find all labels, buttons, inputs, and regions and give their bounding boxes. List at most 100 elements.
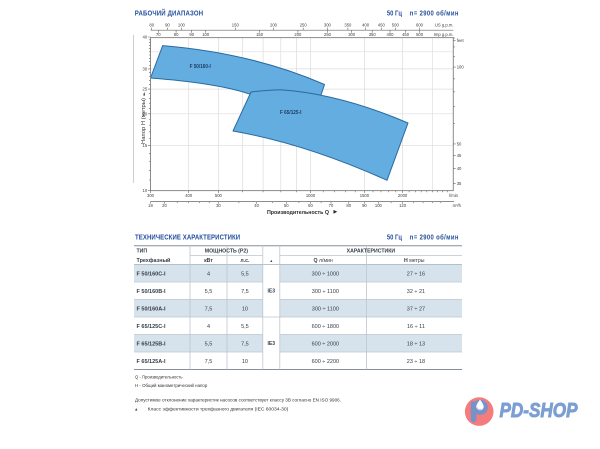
svg-text:40: 40 [254, 203, 259, 208]
svg-text:150: 150 [256, 32, 264, 37]
svg-text:80: 80 [174, 32, 179, 37]
svg-text:600 ÷ 2200: 600 ÷ 2200 [312, 359, 340, 365]
svg-text:400: 400 [387, 32, 395, 37]
svg-text:10: 10 [242, 306, 248, 312]
svg-text:300: 300 [147, 193, 155, 198]
svg-text:100: 100 [202, 32, 210, 37]
svg-text:150: 150 [232, 23, 240, 28]
svg-text:50: 50 [284, 203, 289, 208]
svg-text:4: 4 [207, 271, 210, 277]
svg-text:80: 80 [149, 23, 154, 28]
svg-text:32 ÷ 21: 32 ÷ 21 [407, 289, 425, 295]
svg-text:feet: feet [457, 38, 465, 43]
svg-text:300 ÷ 1000: 300 ÷ 1000 [312, 271, 340, 277]
svg-text:Imp g.p.m.: Imp g.p.m. [434, 32, 454, 37]
svg-text:5,5: 5,5 [241, 324, 249, 330]
svg-text:ХАРАКТЕРИСТИКИ: ХАРАКТЕРИСТИКИ [347, 249, 396, 255]
svg-text:2000: 2000 [398, 193, 408, 198]
svg-text:18: 18 [148, 203, 153, 208]
svg-text:20: 20 [143, 111, 148, 116]
svg-text:90: 90 [165, 23, 170, 28]
svg-text:100: 100 [375, 203, 383, 208]
svg-text:50 Гц: 50 Гц [387, 234, 402, 242]
svg-text:40: 40 [457, 166, 462, 171]
svg-text:Допустимое отклонение характер: Допустимое отклонение характеристик насо… [135, 397, 341, 402]
svg-text:1000: 1000 [306, 193, 316, 198]
svg-text:400: 400 [185, 193, 193, 198]
svg-text:л.с.: л.с. [240, 258, 250, 264]
svg-text:80: 80 [346, 203, 351, 208]
svg-text:90: 90 [189, 32, 194, 37]
svg-text:300 ÷ 1100: 300 ÷ 1100 [312, 306, 339, 312]
svg-text:РАБОЧИЙ ДИАПАЗОН: РАБОЧИЙ ДИАПАЗОН [135, 8, 203, 18]
svg-text:7,5: 7,5 [205, 306, 213, 312]
svg-text:45: 45 [457, 153, 462, 158]
svg-text:7,5: 7,5 [205, 359, 213, 365]
svg-text:450: 450 [402, 32, 410, 37]
svg-text:F 65/125A-I: F 65/125A-I [137, 359, 167, 365]
svg-text:n= 2900 об/мин: n= 2900 об/мин [410, 233, 459, 242]
svg-text:50: 50 [457, 141, 462, 146]
svg-text:F 50/160A-I: F 50/160A-I [137, 306, 167, 312]
svg-text:▲: ▲ [134, 407, 138, 412]
svg-text:100: 100 [457, 65, 465, 70]
svg-text:500: 500 [416, 32, 424, 37]
svg-text:PD-SHOP: PD-SHOP [500, 400, 579, 422]
svg-text:F 65/125B-I: F 65/125B-I [137, 341, 167, 347]
svg-text:400: 400 [362, 23, 370, 28]
svg-text:350: 350 [344, 23, 352, 28]
svg-text:10: 10 [143, 188, 148, 193]
svg-text:250: 250 [300, 23, 308, 28]
svg-text:m³/h: m³/h [453, 203, 462, 208]
svg-text:70: 70 [329, 203, 334, 208]
svg-text:Q л/мин: Q л/мин [314, 258, 333, 264]
svg-text:25: 25 [143, 87, 148, 92]
svg-text:▲: ▲ [270, 259, 274, 263]
svg-text:300: 300 [348, 32, 356, 37]
svg-text:IE3: IE3 [268, 341, 276, 347]
svg-text:500: 500 [215, 193, 223, 198]
svg-text:10: 10 [242, 359, 248, 365]
svg-text:100: 100 [178, 23, 186, 28]
svg-text:500: 500 [392, 23, 400, 28]
svg-text:5,5: 5,5 [205, 289, 213, 295]
svg-text:50 Гц: 50 Гц [387, 10, 402, 18]
svg-text:F 50/160-I: F 50/160-I [190, 64, 212, 70]
svg-text:1500: 1500 [360, 193, 370, 198]
svg-text:600 ÷ 2000: 600 ÷ 2000 [312, 341, 340, 347]
svg-text:кВт: кВт [204, 258, 213, 264]
svg-text:200: 200 [270, 23, 278, 28]
svg-text:F 50/160B-I: F 50/160B-I [137, 289, 167, 295]
svg-text:ТИП: ТИП [137, 249, 148, 255]
svg-text:Производительность Q: Производительность Q [267, 210, 329, 216]
svg-text:7,5: 7,5 [241, 341, 249, 347]
svg-text:37 ÷ 27: 37 ÷ 27 [407, 306, 425, 312]
svg-text:5,5: 5,5 [205, 341, 213, 347]
svg-text:27 ÷ 16: 27 ÷ 16 [407, 271, 425, 277]
svg-text:60: 60 [308, 203, 313, 208]
svg-text:450: 450 [378, 23, 386, 28]
svg-text:16 ÷ 11: 16 ÷ 11 [407, 324, 425, 330]
svg-text:IE3: IE3 [268, 289, 276, 295]
svg-text:US g.p.m.: US g.p.m. [435, 23, 454, 28]
svg-text:F 65/125C-I: F 65/125C-I [137, 324, 167, 330]
svg-text:250: 250 [324, 32, 332, 37]
svg-text:Трехфазный: Трехфазный [137, 257, 171, 264]
svg-text:300 ÷ 1100: 300 ÷ 1100 [312, 289, 339, 295]
svg-text:4: 4 [207, 324, 210, 330]
svg-text:l/min: l/min [449, 193, 459, 198]
svg-text:18 ÷ 13: 18 ÷ 13 [407, 341, 425, 347]
svg-text:120: 120 [399, 203, 407, 208]
svg-text:300: 300 [324, 23, 332, 28]
svg-text:n= 2900 об/мин: n= 2900 об/мин [410, 9, 459, 18]
svg-text:600: 600 [416, 23, 424, 28]
svg-text:H - Общий манометрический напо: H - Общий манометрический напор [135, 382, 208, 388]
svg-text:90: 90 [362, 203, 367, 208]
svg-text:F 50/160C-I: F 50/160C-I [137, 271, 167, 277]
svg-text:Q - Производительность: Q - Производительность [135, 374, 183, 379]
svg-text:70: 70 [156, 32, 161, 37]
svg-text:23 ÷ 18: 23 ÷ 18 [407, 359, 425, 365]
svg-text:Напор H (метры): Напор H (метры) [141, 98, 147, 144]
svg-text:ТЕХНИЧЕСКИЕ ХАРАКТЕРИСТИКИ: ТЕХНИЧЕСКИЕ ХАРАКТЕРИСТИКИ [135, 234, 240, 242]
svg-text:15: 15 [143, 143, 148, 148]
